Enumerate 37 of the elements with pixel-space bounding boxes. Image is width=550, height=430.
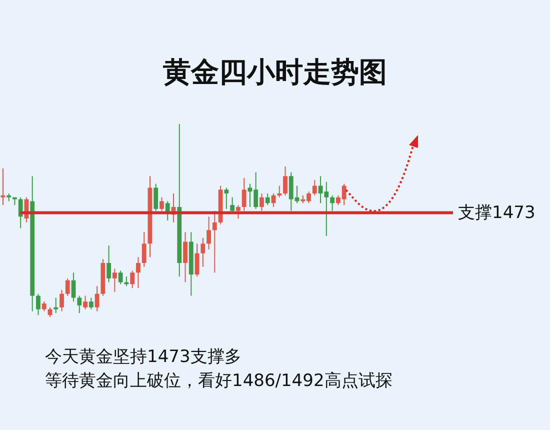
candlestick [242, 178, 246, 212]
candlestick [230, 196, 235, 214]
chart-title: 黄金四小时走势图 [162, 56, 387, 88]
candlestick [212, 210, 217, 274]
candlestick [224, 187, 229, 210]
candlestick [160, 196, 164, 212]
candlestick [0, 168, 6, 206]
candlestick [142, 232, 146, 268]
candlestick [118, 270, 123, 285]
candlestick [265, 192, 270, 206]
candlestick [60, 289, 64, 312]
candlestick [183, 232, 188, 283]
candlestick [312, 179, 317, 196]
candlestick [42, 301, 46, 312]
candlestick [94, 286, 100, 312]
candlestick [112, 268, 117, 292]
text: 今天黄金坚持1473支撑多 [45, 346, 242, 369]
candlestick [283, 166, 288, 196]
candlestick [54, 297, 58, 314]
candlestick [236, 204, 240, 220]
candlestick [36, 293, 40, 316]
candlestick [277, 185, 282, 198]
candlestick [106, 245, 112, 283]
candlestick [83, 295, 88, 310]
candlestick [206, 216, 211, 250]
candlestick [88, 297, 94, 310]
candlestick [200, 237, 206, 268]
candlestick [154, 183, 158, 212]
candlestick [194, 243, 200, 277]
candlestick [330, 194, 334, 212]
candlestick [130, 270, 135, 289]
candlestick [77, 295, 82, 314]
ref-line-label: 支撑1473 [458, 202, 536, 223]
candlestick [136, 256, 140, 289]
candlestick [65, 278, 70, 296]
text: 等待黄金向上破位，看好1486/1492高点试探 [45, 370, 392, 393]
candlestick [260, 192, 264, 212]
